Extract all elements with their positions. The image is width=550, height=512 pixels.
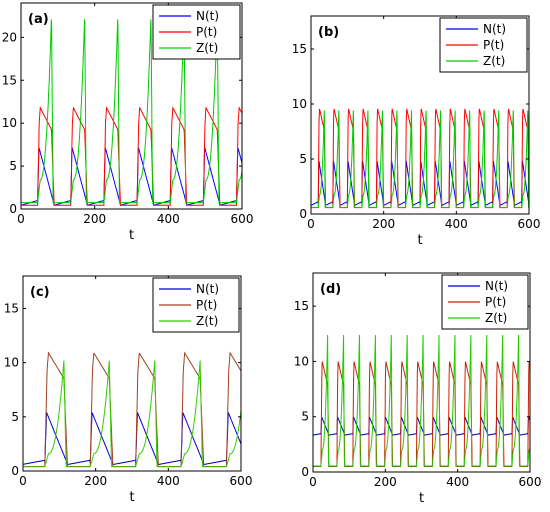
y-tick-label: 20 [2, 30, 17, 44]
legend-label-pt: P(t) [483, 38, 504, 52]
y-tick-label: 0 [299, 207, 307, 221]
y-tick-label: 10 [2, 116, 17, 130]
y-tick-label: 0 [301, 465, 309, 479]
legend-label-nt: N(t) [196, 9, 219, 23]
x-axis-label: t [417, 233, 422, 248]
plot-frame [312, 272, 531, 473]
panel-label: (a) [28, 12, 49, 27]
series-line-zt [21, 19, 242, 204]
x-tick-label: 0 [309, 475, 317, 489]
panel-label: (c) [30, 285, 50, 300]
legend-label-nt: N(t) [196, 282, 219, 296]
legend-label-zt: Z(t) [483, 54, 505, 68]
x-tick-label: 600 [231, 212, 254, 226]
legend: N(t) P(t) Z(t) [441, 274, 529, 330]
y-tick-label: 5 [301, 410, 309, 424]
y-tick-label: 15 [292, 42, 307, 56]
legend-label-nt: N(t) [483, 22, 506, 36]
x-tick-label: 600 [230, 474, 253, 488]
legend: N(t) P(t) Z(t) [152, 277, 240, 333]
x-tick-label: 600 [519, 475, 542, 489]
x-tick-label: 400 [446, 475, 469, 489]
series-group [21, 19, 242, 206]
y-tick-label: 15 [2, 73, 17, 87]
x-axis-label: t [129, 228, 134, 243]
x-tick-label: 200 [372, 217, 395, 231]
x-tick-label: 0 [17, 212, 25, 226]
y-tick-label: 15 [294, 299, 309, 313]
legend-label-zt: Z(t) [196, 41, 218, 55]
chart-panel-d: 0 200 400 600 0 5 10 15 t (d) N(t) P(t) Z(t) [294, 272, 542, 506]
x-axis-label: t [129, 490, 134, 505]
series-line-zt [313, 334, 530, 467]
y-tick-label: 0 [11, 464, 19, 478]
plot-frame [20, 2, 243, 210]
series-line-nt [23, 412, 241, 465]
x-tick-label: 400 [157, 474, 180, 488]
legend-label-zt: Z(t) [485, 311, 507, 325]
y-tick-label: 10 [292, 97, 307, 111]
series-line-zt [311, 110, 529, 208]
chart-panel-a: 0 200 400 600 0 5 10 15 20 t (a) N(t) P(t) Z(t) [2, 2, 254, 243]
y-tick-label: 15 [4, 302, 19, 316]
y-tick-label: 0 [9, 202, 17, 216]
legend-label-pt: P(t) [196, 25, 217, 39]
plot-frame [22, 275, 242, 472]
y-tick-label: 5 [11, 410, 19, 424]
x-tick-label: 0 [307, 217, 315, 231]
series-line-nt [313, 416, 530, 436]
series-group [23, 351, 241, 468]
y-tick-label: 5 [9, 159, 17, 173]
x-tick-label: 200 [374, 475, 397, 489]
chart-panel-c: 0 200 400 600 0 5 10 15 t (c) N(t) P(t) Z(t) [4, 275, 253, 505]
x-tick-label: 600 [518, 217, 541, 231]
series-line-pt [21, 106, 242, 206]
series-line-pt [311, 108, 529, 209]
chart-panel-b: 0 200 400 600 0 5 10 15 t (b) N(t) P(t) Z(t) [292, 15, 541, 248]
series-line-zt [23, 360, 241, 468]
x-tick-label: 400 [445, 217, 468, 231]
legend-label-zt: Z(t) [196, 314, 218, 328]
x-tick-label: 200 [83, 212, 106, 226]
y-tick-label: 5 [299, 152, 307, 166]
legend-label-nt: N(t) [485, 279, 508, 293]
x-tick-label: 400 [157, 212, 180, 226]
series-line-pt [23, 351, 241, 467]
y-tick-label: 10 [294, 354, 309, 368]
x-tick-label: 200 [84, 474, 107, 488]
legend: N(t) P(t) Z(t) [152, 4, 241, 60]
legend: N(t) P(t) Z(t) [439, 17, 528, 73]
legend-label-pt: P(t) [196, 298, 217, 312]
plot-frame [310, 15, 530, 215]
panel-label: (d) [320, 282, 341, 297]
legend-label-pt: P(t) [485, 295, 506, 309]
series-group [311, 108, 529, 209]
x-tick-label: 0 [19, 474, 27, 488]
x-axis-label: t [419, 491, 424, 506]
panel-label: (b) [318, 25, 339, 40]
series-group [313, 334, 530, 467]
y-tick-label: 10 [4, 356, 19, 370]
